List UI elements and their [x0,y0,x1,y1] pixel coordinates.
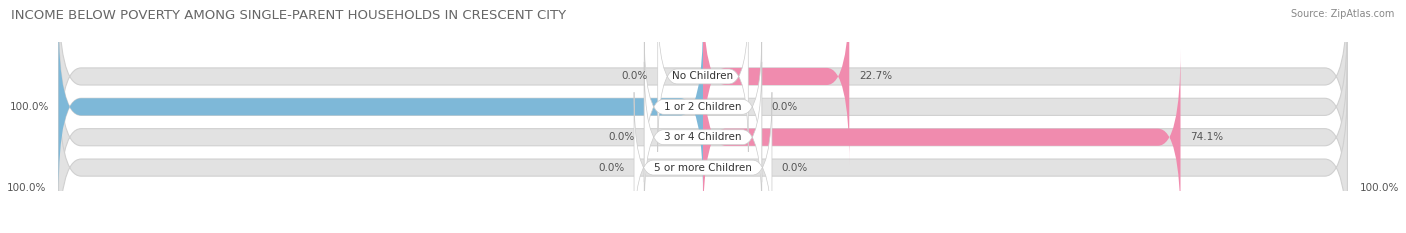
Text: 100.0%: 100.0% [10,102,49,112]
Text: 0.0%: 0.0% [782,163,808,173]
Text: 5 or more Children: 5 or more Children [654,163,752,173]
FancyBboxPatch shape [634,92,772,233]
FancyBboxPatch shape [59,49,1347,225]
Text: 100.0%: 100.0% [7,183,46,193]
Text: 100.0%: 100.0% [1360,183,1399,193]
Text: 0.0%: 0.0% [772,102,797,112]
FancyBboxPatch shape [703,0,849,164]
FancyBboxPatch shape [703,49,1181,225]
Text: 74.1%: 74.1% [1189,132,1223,142]
FancyBboxPatch shape [59,19,1347,195]
Text: 22.7%: 22.7% [859,72,891,82]
Text: No Children: No Children [672,72,734,82]
Text: 1 or 2 Children: 1 or 2 Children [664,102,742,112]
FancyBboxPatch shape [59,0,1347,164]
FancyBboxPatch shape [644,31,762,182]
Text: 3 or 4 Children: 3 or 4 Children [664,132,742,142]
FancyBboxPatch shape [59,19,703,195]
Text: Source: ZipAtlas.com: Source: ZipAtlas.com [1291,9,1395,19]
FancyBboxPatch shape [644,62,762,212]
Text: INCOME BELOW POVERTY AMONG SINGLE-PARENT HOUSEHOLDS IN CRESCENT CITY: INCOME BELOW POVERTY AMONG SINGLE-PARENT… [11,9,567,22]
Text: 0.0%: 0.0% [609,132,634,142]
FancyBboxPatch shape [59,79,1347,233]
Text: 0.0%: 0.0% [598,163,624,173]
Text: 0.0%: 0.0% [621,72,648,82]
FancyBboxPatch shape [658,1,748,152]
